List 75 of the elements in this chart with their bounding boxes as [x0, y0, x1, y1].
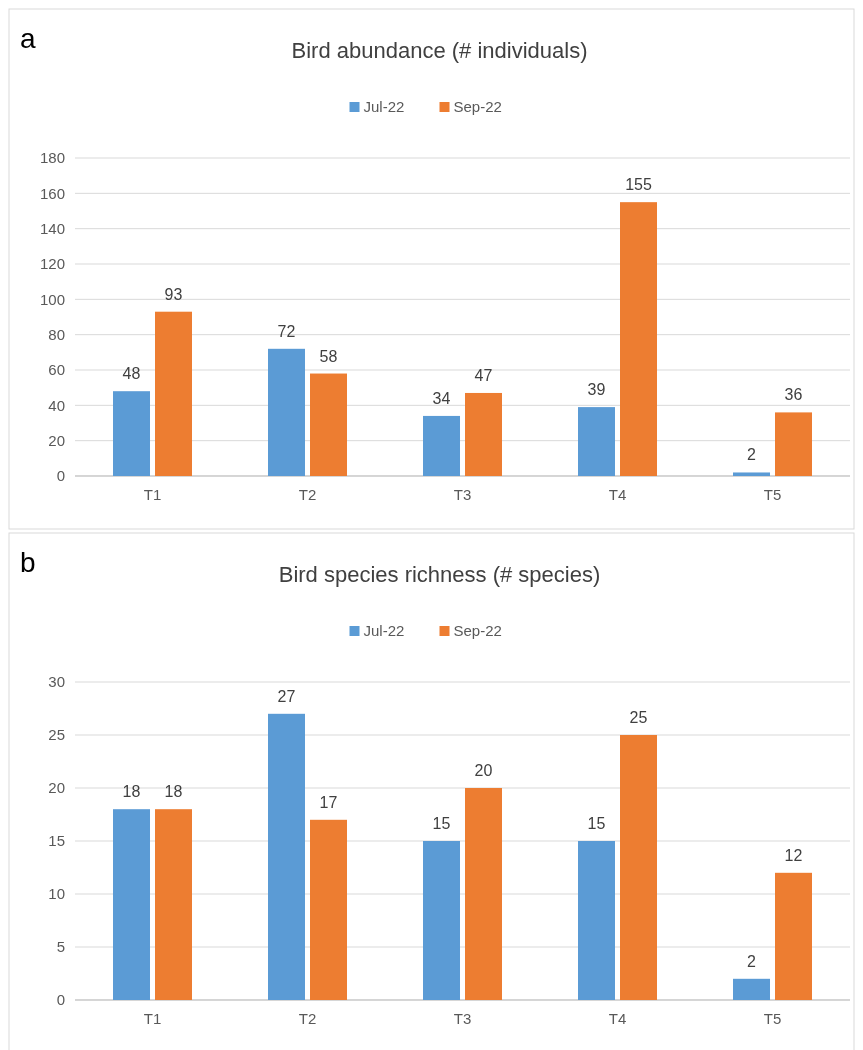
data-label: 18 [122, 783, 141, 801]
data-label: 47 [474, 366, 493, 384]
data-label: 25 [629, 709, 648, 726]
x-tick-label: T2 [298, 1010, 317, 1027]
bar [775, 412, 812, 476]
bar [465, 788, 502, 1000]
data-label: 2 [747, 446, 757, 464]
y-tick-label: 5 [56, 938, 65, 956]
bar [113, 809, 150, 1000]
data-label: 72 [277, 322, 296, 340]
data-label: 48 [122, 365, 141, 383]
y-tick-label: 40 [48, 396, 65, 414]
bar [268, 348, 305, 476]
bar [155, 311, 192, 476]
x-tick-label: T3 [453, 1010, 472, 1027]
legend-label: Jul-22 [363, 98, 405, 115]
data-label: 17 [319, 793, 338, 811]
data-label: 36 [784, 386, 803, 404]
data-label: 93 [164, 285, 183, 303]
bar [733, 472, 770, 476]
data-label: 15 [587, 815, 606, 832]
y-tick-label: 180 [39, 149, 65, 167]
bar [113, 391, 150, 476]
y-tick-label: 100 [39, 290, 65, 308]
bar [423, 415, 460, 476]
legend-label: Jul-22 [363, 622, 405, 639]
x-tick-label: T4 [608, 1010, 627, 1027]
y-tick-label: 20 [48, 779, 65, 797]
bar [465, 392, 502, 476]
y-tick-label: 10 [48, 885, 65, 903]
y-tick-label: 160 [39, 184, 65, 202]
data-label: 2 [747, 952, 757, 970]
y-tick-label: 20 [48, 431, 65, 449]
data-label: 12 [784, 846, 803, 864]
data-label: 15 [432, 815, 451, 832]
x-tick-label: T4 [608, 486, 627, 503]
legend-label: Sep-22 [453, 622, 502, 639]
y-tick-label: 140 [39, 219, 65, 237]
x-tick-label: T1 [143, 1010, 162, 1027]
x-tick-label: T1 [143, 486, 162, 503]
data-label: 27 [277, 687, 296, 705]
bar [155, 809, 192, 1000]
bar [620, 735, 657, 1000]
y-tick-label: 0 [56, 991, 65, 1009]
data-label: 39 [587, 381, 606, 399]
y-tick-label: 0 [56, 467, 65, 485]
data-label: 20 [474, 762, 493, 779]
bar [268, 713, 305, 1000]
x-tick-label: T2 [298, 486, 317, 503]
x-tick-label: T5 [763, 486, 782, 503]
chart-title: Bird species richness (# species) [278, 562, 601, 587]
bar [423, 841, 460, 1000]
x-tick-label: T3 [453, 486, 472, 503]
bar [733, 978, 770, 1000]
bar [578, 841, 615, 1000]
bar [578, 407, 615, 476]
bar [310, 819, 347, 1000]
bar [620, 202, 657, 476]
chart-title: Bird abundance (# individuals) [291, 38, 588, 63]
y-tick-label: 25 [48, 726, 65, 744]
y-tick-label: 120 [39, 255, 65, 273]
y-tick-label: 30 [48, 673, 65, 691]
data-label: 58 [319, 347, 338, 365]
legend-label: Sep-22 [453, 98, 502, 115]
data-label: 18 [164, 783, 183, 801]
data-label: 34 [432, 389, 451, 407]
y-tick-label: 15 [48, 832, 65, 850]
y-tick-label: 60 [48, 361, 65, 379]
text: a [20, 23, 36, 54]
text: b [20, 547, 36, 578]
bar [310, 373, 347, 476]
x-tick-label: T5 [763, 1010, 782, 1027]
bar [775, 872, 812, 1000]
data-label: 155 [625, 176, 652, 194]
y-tick-label: 80 [48, 325, 65, 343]
